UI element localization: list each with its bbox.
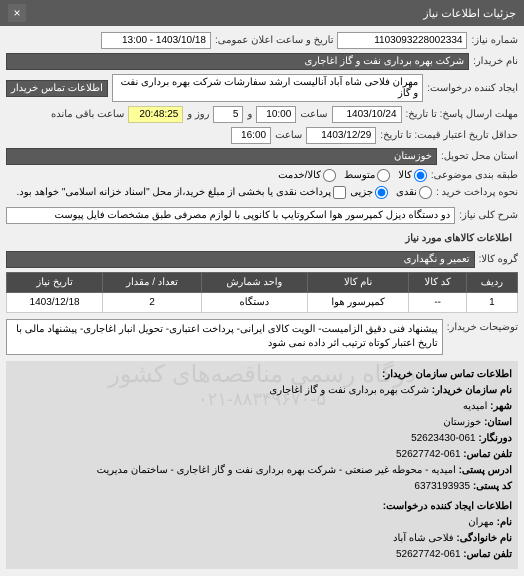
title-bar: جزئیات اطلاعات نیاز × — [0, 0, 524, 26]
fax-value: 061-52623430 — [411, 433, 476, 444]
goods-group-value: تعمیر و نگهداری — [6, 251, 475, 268]
req-family-label: نام خانوادگی: — [456, 533, 512, 544]
payment-cash-option[interactable]: نقدی — [396, 186, 432, 199]
validity-deadline-label: حداقل تاریخ اعتبار قیمت: تا تاریخ: — [380, 130, 518, 141]
packaging-receipt-radio[interactable] — [323, 169, 336, 182]
payment-cash-radio[interactable] — [419, 186, 432, 199]
payment-note-checkbox[interactable] — [333, 186, 346, 199]
col-qty: تعداد / مقدار — [103, 273, 202, 293]
buyer-name-label: نام خریدار: — [473, 56, 518, 67]
requester-header: اطلاعات ایجاد کننده درخواست: — [12, 499, 512, 515]
buyer-note-value: پیشنهاد فنی دقیق الزامیست- الویت کالای ا… — [6, 319, 443, 355]
packaging-radio-group: کالا متوسط کالا/خدمت — [278, 169, 427, 182]
org-name-value: شرکت بهره برداری نفت و گاز اغاجاری — [269, 385, 429, 396]
address-label: ادرس پستی: — [459, 465, 512, 476]
cell-code: -- — [409, 293, 466, 313]
cell-qty: 2 — [103, 293, 202, 313]
packaging-medium-option[interactable]: متوسط — [344, 169, 390, 182]
city-value: امیدیه — [463, 401, 488, 412]
req-name-value: مهران — [468, 517, 494, 528]
payment-label: نحوه پرداخت خرید : — [436, 187, 518, 198]
req-name-label: نام: — [497, 517, 512, 528]
response-deadline-time: 10:00 — [256, 106, 296, 123]
cell-row: 1 — [466, 293, 517, 313]
payment-partial-option[interactable]: جزیی — [350, 186, 388, 199]
buyer-contact-button[interactable]: اطلاعات تماس خریدار — [6, 80, 108, 97]
payment-partial-radio[interactable] — [375, 186, 388, 199]
table-header-row: ردیف کد کالا نام کالا واحد شمارش تعداد /… — [7, 273, 518, 293]
req-family-value: فلاحی شاه آباد — [393, 533, 454, 544]
need-desc-value: دو دستگاه دیزل کمپرسور هوا اسکروتایپ با … — [6, 207, 455, 224]
need-desc-label: شرح کلی نیاز: — [459, 210, 518, 221]
payment-note-option[interactable]: پرداخت نقدی یا بخشی از مبلغ خرید،از محل … — [16, 186, 346, 199]
validity-deadline-date: 1403/12/29 — [306, 127, 376, 144]
requester-name-value: مهران فلاحی شاه آباد آنالیست ارشد سفارشا… — [112, 74, 423, 102]
phone-label: تلفن تماس: — [463, 449, 512, 460]
org-name-label: نام سازمان خریدار: — [432, 385, 512, 396]
cell-name: کمپرسور هوا — [307, 293, 409, 313]
window-title: جزئیات اطلاعات نیاز — [423, 7, 516, 20]
col-name: نام کالا — [307, 273, 409, 293]
response-deadline-label: مهلت ارسال پاسخ: تا تاریخ: — [406, 109, 518, 120]
announce-date-label: تاریخ و ساعت اعلان عمومی: — [215, 35, 334, 46]
packaging-medium-radio[interactable] — [377, 169, 390, 182]
contact-header: اطلاعات تماس سازمان خریدار: — [12, 367, 512, 383]
delivery-location-value: خوزستان — [6, 148, 437, 165]
cell-date: 1403/12/18 — [7, 293, 103, 313]
requester-name-label: ایجاد کننده درخواست: — [427, 83, 518, 94]
req-phone-value: 061-52627742 — [396, 549, 461, 560]
col-row: ردیف — [466, 273, 517, 293]
goods-table: ردیف کد کالا نام کالا واحد شمارش تعداد /… — [6, 272, 518, 313]
delivery-location-label: استان محل تحویل: — [441, 151, 518, 162]
table-row: 1 -- کمپرسور هوا دستگاه 2 1403/12/18 — [7, 293, 518, 313]
postal-label: کد پستی: — [473, 481, 512, 492]
col-unit: واحد شمارش — [201, 273, 307, 293]
req-phone-label: تلفن تماس: — [463, 549, 512, 560]
packaging-label: طبقه بندی موضوعی: — [431, 170, 518, 181]
response-deadline-date: 1403/10/24 — [332, 106, 402, 123]
packaging-kala-radio[interactable] — [414, 169, 427, 182]
packaging-kala-option[interactable]: کالا — [398, 169, 427, 182]
request-number-label: شماره نیاز: — [471, 35, 518, 46]
announce-date-value: 1403/10/18 - 13:00 — [101, 32, 211, 49]
postal-value: 6373193935 — [414, 481, 470, 492]
province-label: استان: — [484, 417, 512, 428]
cell-unit: دستگاه — [201, 293, 307, 313]
goods-group-label: گروه کالا: — [479, 254, 518, 265]
goods-section-header: اطلاعات کالاهای مورد نیاز — [6, 230, 518, 247]
buyer-name-value: شرکت بهره برداری نفت و گاز اغاجاری — [6, 53, 469, 70]
address-value: امیدیه - محوطه غیر صنعتی - شرکت بهره برد… — [97, 465, 456, 476]
response-time-label: ساعت — [300, 109, 327, 120]
phone-value: 061-52627742 — [396, 449, 461, 460]
province-value: خوزستان — [443, 417, 481, 428]
col-code: کد کالا — [409, 273, 466, 293]
close-button[interactable]: × — [8, 4, 26, 22]
buyer-note-label: توضیحات خریدار: — [447, 319, 518, 333]
validity-deadline-time: 16:00 — [231, 127, 271, 144]
fax-label: دورنگار: — [478, 433, 512, 444]
response-remaining: 20:48:25 — [128, 106, 183, 123]
packaging-receipt-option[interactable]: کالا/خدمت — [278, 169, 336, 182]
contact-info-section: اطلاعات تماس سازمان خریدار: نام سازمان خ… — [6, 361, 518, 569]
request-number-value: 1103093228002334 — [337, 32, 467, 49]
col-date: تاریخ نیاز — [7, 273, 103, 293]
city-label: شهر: — [490, 401, 512, 412]
payment-radio-group: نقدی جزیی — [350, 186, 432, 199]
response-days: 5 — [213, 106, 243, 123]
